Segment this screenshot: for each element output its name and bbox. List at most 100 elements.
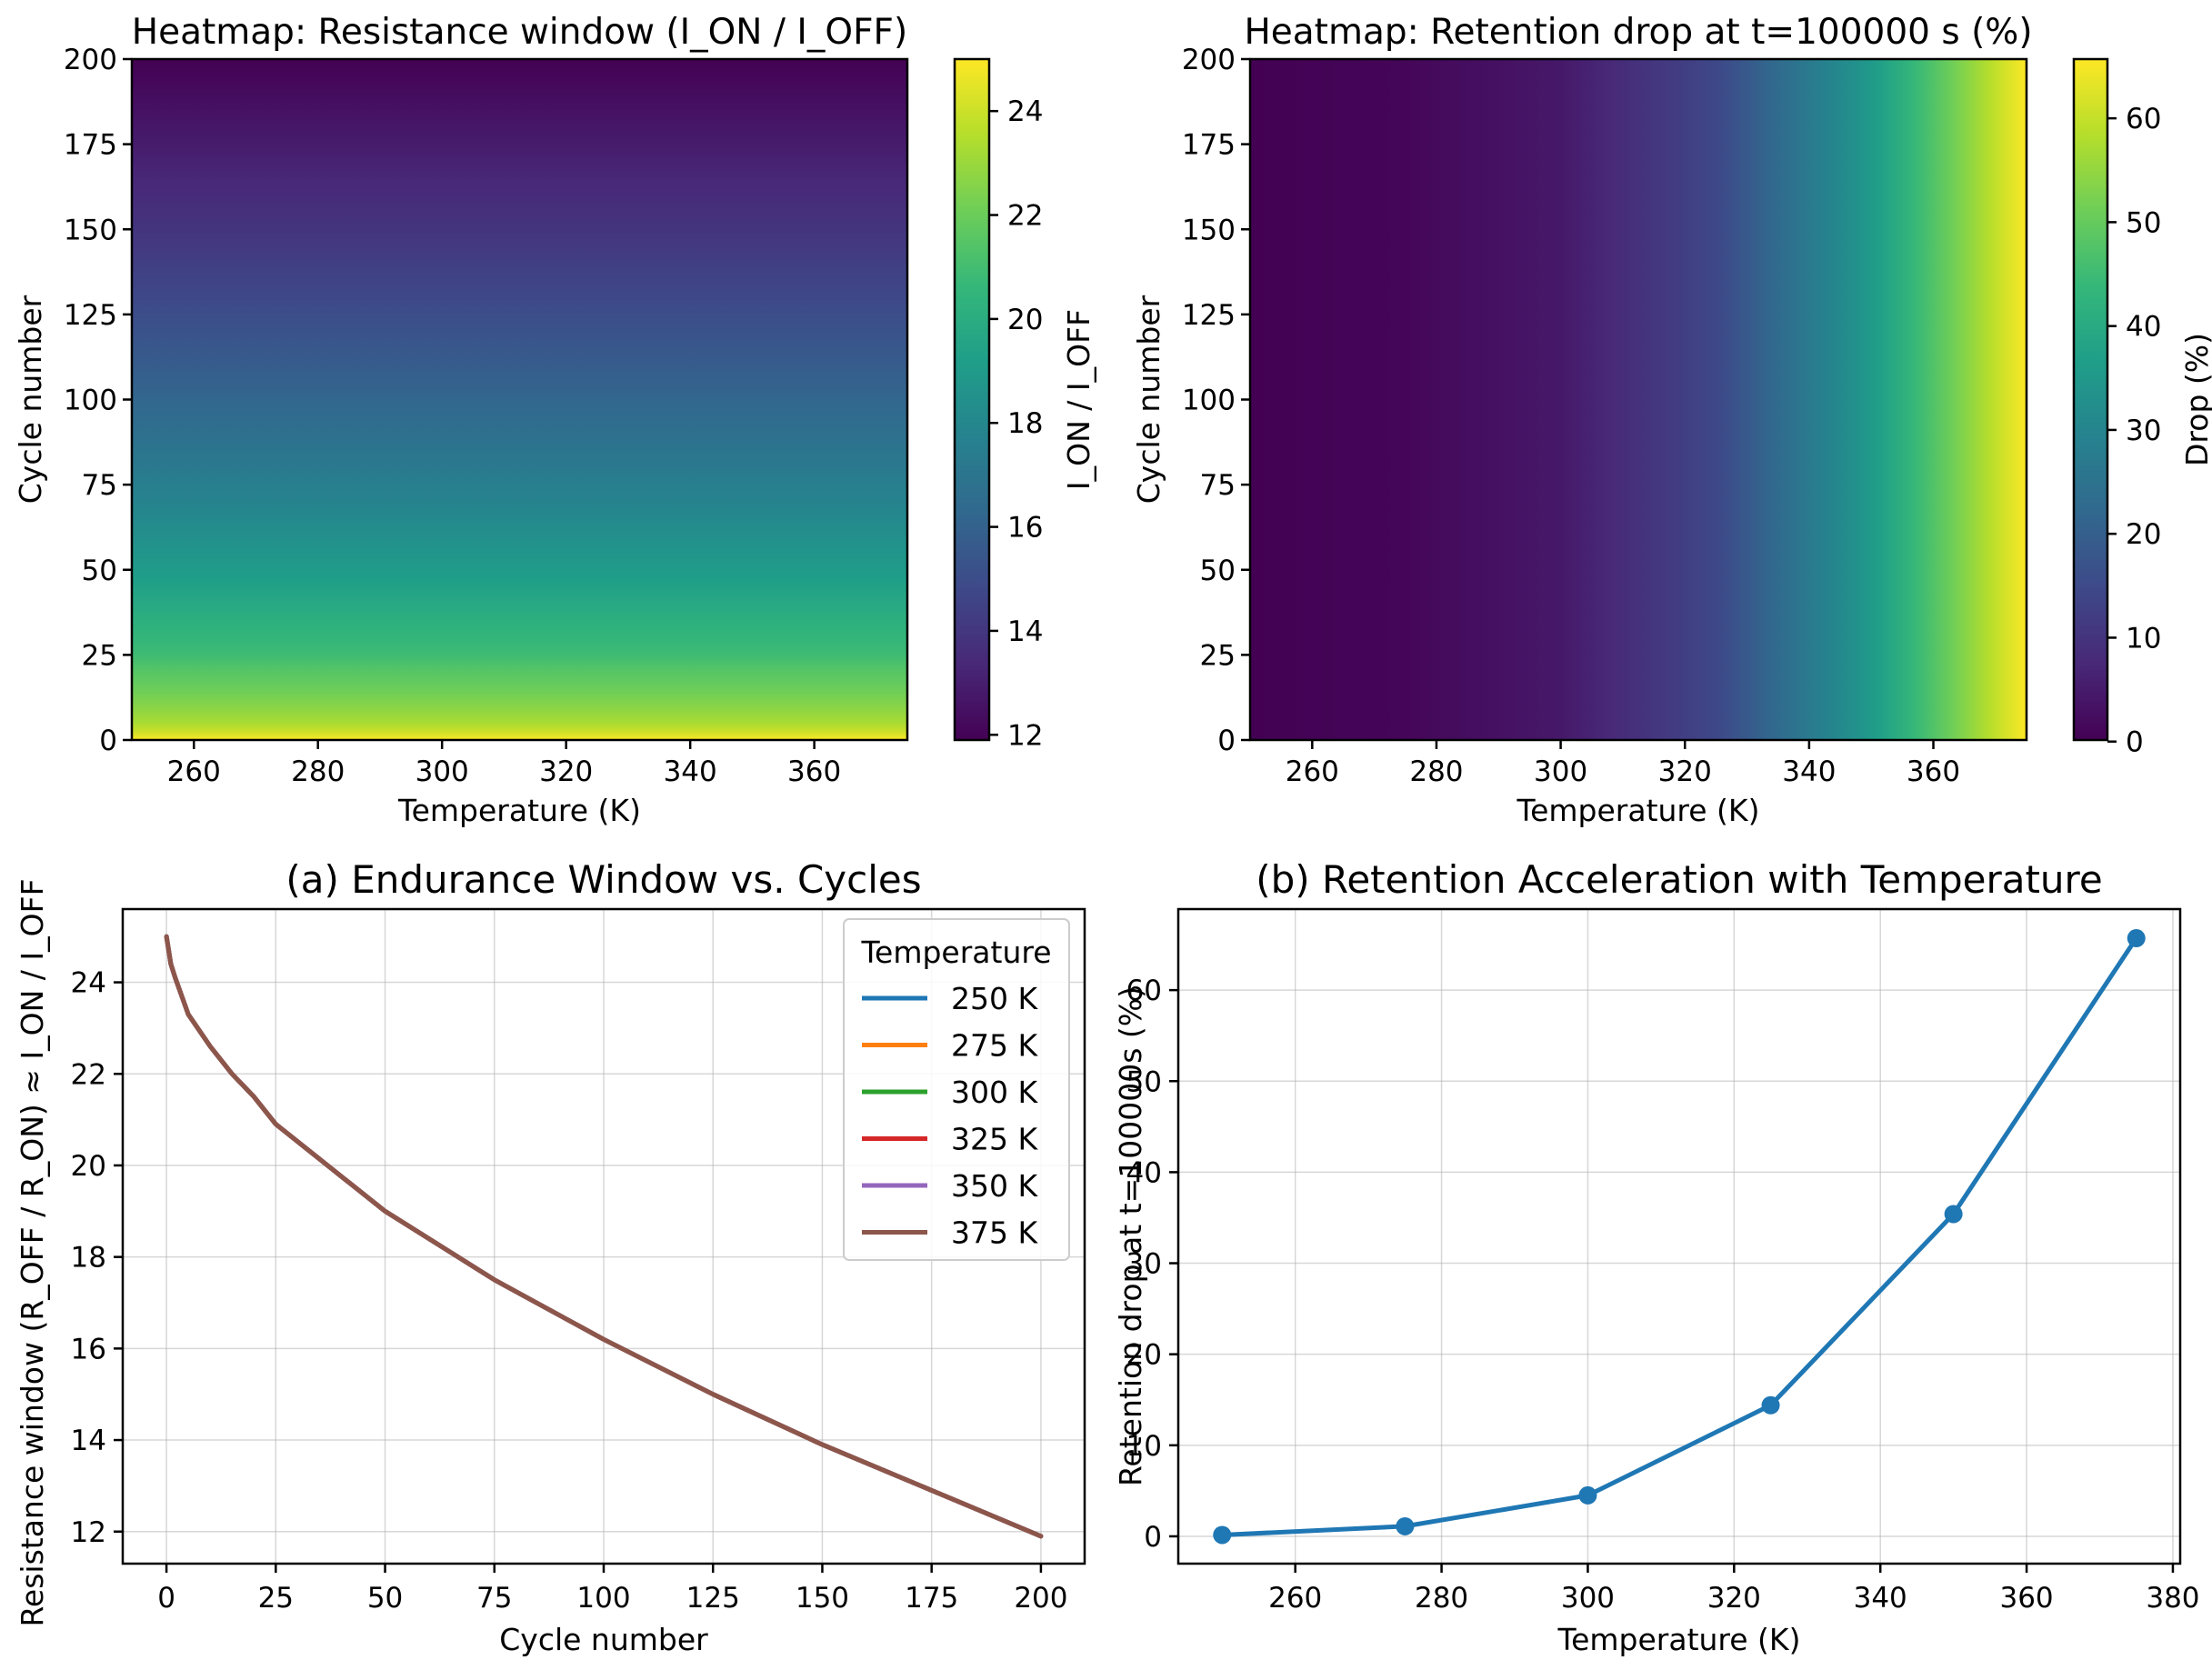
x-tick-label: 200 (1014, 1582, 1067, 1615)
x-tick-label: 280 (1409, 755, 1463, 788)
x-tick-label: 360 (1907, 755, 1960, 788)
y-tick-label: 175 (1182, 129, 1236, 162)
x-tick-label: 280 (291, 755, 345, 788)
x-axis-label: Temperature (K) (1557, 1622, 1801, 1657)
y-tick-label: 10 (1126, 1430, 1162, 1463)
series-line-375-k (164, 934, 1044, 1539)
x-tick-label: 260 (1268, 1582, 1322, 1615)
series-line (1219, 935, 2139, 1537)
data-point (1578, 1485, 1597, 1505)
x-tick-label: 360 (787, 755, 841, 788)
colorbar-tick-label: 12 (1007, 719, 1043, 752)
x-tick-label: 300 (1534, 755, 1587, 788)
chart-title: Heatmap: Retention drop at t=100000 s (%… (1244, 12, 2032, 53)
x-axis-label: Temperature (K) (1516, 793, 1760, 828)
y-tick-label: 14 (71, 1425, 106, 1457)
y-tick-label: 50 (1200, 555, 1236, 587)
y-tick-label: 22 (71, 1058, 106, 1091)
y-tick-label: 75 (82, 469, 117, 502)
colorbar-tick-label: 40 (2126, 311, 2161, 344)
y-tick-label: 0 (1217, 725, 1236, 757)
x-tick-label: 0 (157, 1582, 175, 1615)
line-panel-2: 260 280 300 320 340 360 380 0 10 20 30 40 50 60 (b) Re… (1113, 857, 2200, 1657)
y-tick-label: 0 (99, 725, 117, 757)
y-tick-label: 200 (64, 44, 117, 76)
y-axis-label: Cycle number (1131, 295, 1166, 504)
colorbar-tick-label: 50 (2126, 206, 2161, 239)
y-tick-label: 0 (1144, 1521, 1162, 1554)
x-tick-label: 260 (1286, 755, 1339, 788)
chart-title: (a) Endurance Window vs. Cycles (285, 857, 921, 902)
data-point (1213, 1525, 1232, 1545)
colorbar-tick-label: 14 (1007, 615, 1043, 648)
x-tick-label: 175 (905, 1582, 958, 1615)
legend-title: Temperature (860, 935, 1051, 970)
colorbar-frame (953, 57, 991, 742)
colorbar (2074, 59, 2107, 740)
colorbar-tick-label: 20 (1007, 304, 1043, 336)
legend-entry: 250 K (951, 981, 1038, 1016)
y-axis-label: Retention drop at t=100000s (%) (1113, 986, 1148, 1486)
legend-entry: 325 K (951, 1122, 1038, 1157)
x-tick-label: 125 (686, 1582, 740, 1615)
y-tick-label: 150 (64, 214, 117, 246)
colorbar-tick-label: 60 (2126, 103, 2161, 135)
x-tick-label: 360 (1999, 1582, 2053, 1615)
y-axis-label: Resistance window (R_OFF / R_ON) ≈ I_ON … (15, 878, 50, 1626)
y-tick-label: 20 (71, 1150, 106, 1183)
y-tick-label: 20 (1126, 1339, 1162, 1372)
chart-title: Heatmap: Resistance window (I_ON / I_OFF… (132, 12, 907, 53)
colorbar-label: I_ON / I_OFF (1061, 309, 1096, 490)
legend-entry: 275 K (951, 1028, 1038, 1064)
x-axis-label: Temperature (K) (397, 793, 641, 828)
x-tick-label: 320 (1707, 1582, 1761, 1615)
chart-title: (b) Retention Acceleration with Temperat… (1256, 857, 2103, 902)
y-tick-label: 125 (1182, 299, 1236, 332)
y-tick-label: 40 (1126, 1156, 1162, 1189)
y-tick-label: 24 (71, 967, 106, 1000)
colorbar-tick-label: 30 (2126, 415, 2161, 447)
legend-entry: 300 K (951, 1075, 1038, 1110)
legend-entry: 375 K (951, 1215, 1038, 1251)
colorbar-label: Drop (%) (2179, 333, 2212, 466)
heatmap-image (132, 59, 907, 740)
y-tick-label: 18 (71, 1242, 106, 1275)
x-axis-label: Cycle number (499, 1622, 708, 1657)
colorbar-tick-label: 16 (1007, 512, 1043, 545)
legend-entry: 350 K (951, 1168, 1038, 1204)
y-tick-label: 100 (1182, 385, 1236, 417)
heatmap-image (1250, 59, 2027, 740)
y-tick-label: 75 (1200, 469, 1236, 502)
y-tick-label: 12 (71, 1516, 106, 1549)
x-tick-label: 300 (415, 755, 469, 788)
y-tick-label: 200 (1182, 44, 1236, 76)
x-tick-label: 320 (1658, 755, 1712, 788)
colorbar-tick-label: 20 (2126, 518, 2161, 551)
colorbar-tick-label: 22 (1007, 200, 1043, 233)
x-tick-label: 50 (367, 1582, 403, 1615)
y-tick-label: 25 (82, 639, 117, 672)
y-tick-label: 30 (1126, 1248, 1162, 1281)
colorbar-tick-label: 0 (2126, 726, 2144, 759)
y-tick-label: 100 (64, 385, 117, 417)
colorbar-frame (2072, 57, 2109, 742)
y-tick-label: 150 (1182, 214, 1236, 246)
y-tick-label: 60 (1126, 975, 1162, 1007)
x-tick-label: 380 (2146, 1582, 2199, 1615)
x-tick-label: 340 (664, 755, 717, 788)
legend-box (843, 918, 1070, 1261)
x-tick-label: 260 (167, 755, 221, 788)
x-tick-label: 340 (1782, 755, 1836, 788)
y-tick-label: 16 (71, 1333, 106, 1365)
x-tick-label: 25 (258, 1582, 294, 1615)
x-tick-label: 75 (476, 1582, 512, 1615)
heatmap-panel-2: 260 280 300 320 340 3600255075100125150175200… (1131, 12, 2212, 828)
data-point (2127, 929, 2146, 948)
y-tick-label: 50 (82, 555, 117, 587)
y-tick-label: 25 (1200, 639, 1236, 672)
colorbar (955, 59, 989, 740)
y-tick-label: 125 (64, 299, 117, 332)
line-panel-1: 0 25 50 75 100 125 150 175 200 12 14 16 18 20 22 24 (a) … (15, 857, 1086, 1657)
x-tick-label: 320 (539, 755, 593, 788)
